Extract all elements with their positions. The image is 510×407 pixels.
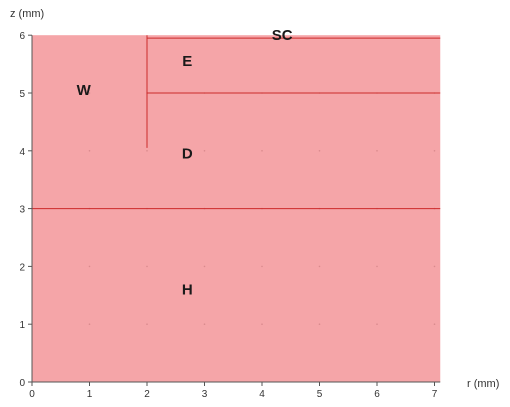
grid-dot xyxy=(376,265,378,268)
region-label-w: W xyxy=(77,82,92,99)
y-tick-label: 1 xyxy=(19,320,25,331)
y-tick-label: 5 xyxy=(19,89,25,100)
region-boundaries xyxy=(32,35,441,210)
grid-dot xyxy=(318,150,321,152)
x-axis-title: r (mm) xyxy=(467,378,499,390)
y-tick-label: 6 xyxy=(19,31,25,42)
x-tick-label: 7 xyxy=(432,389,438,400)
region-label-h: H xyxy=(182,282,193,299)
grid-dot xyxy=(376,323,378,326)
y-tick-label: 2 xyxy=(19,262,25,273)
region-label-sc: SC xyxy=(272,27,293,44)
grid-dot xyxy=(376,150,378,152)
x-tick-label: 2 xyxy=(144,389,150,400)
y-ticks: 0 1 2 3 4 5 6 xyxy=(19,31,32,389)
grid-dot xyxy=(433,265,436,268)
grid-dot xyxy=(433,150,436,152)
grid-dot xyxy=(203,323,206,326)
grid-dot xyxy=(146,323,148,326)
grid-dot xyxy=(88,323,91,326)
grid-dot xyxy=(318,265,321,268)
grid-dot xyxy=(203,265,206,268)
y-tick-label: 4 xyxy=(19,147,25,158)
y-tick-label: 0 xyxy=(19,378,25,389)
grid-dot xyxy=(261,265,263,268)
region-label-e: E xyxy=(182,53,192,70)
x-tick-label: 5 xyxy=(317,389,323,400)
x-tick-label: 4 xyxy=(259,389,265,400)
grid-dot xyxy=(146,265,148,268)
x-tick-label: 3 xyxy=(202,389,208,400)
grid-dot xyxy=(146,150,148,152)
region-labels: W SC E D H xyxy=(77,27,293,298)
x-tick-label: 1 xyxy=(87,389,93,400)
grid-dot xyxy=(318,323,321,326)
grid-dot xyxy=(88,92,91,94)
y-axis-title: z (mm) xyxy=(10,8,44,20)
grid-dot xyxy=(433,323,436,326)
grid-dot xyxy=(261,323,263,326)
y-tick-label: 3 xyxy=(19,205,25,216)
region-label-d: D xyxy=(182,146,193,163)
x-tick-label: 6 xyxy=(374,389,380,400)
grid-dot xyxy=(88,265,91,268)
grid-dot xyxy=(203,150,206,152)
x-tick-label: 0 xyxy=(29,389,35,400)
grid-dot xyxy=(261,150,263,152)
x-ticks: 0 1 2 3 4 5 6 7 xyxy=(29,382,438,400)
grid-dot xyxy=(88,150,91,152)
